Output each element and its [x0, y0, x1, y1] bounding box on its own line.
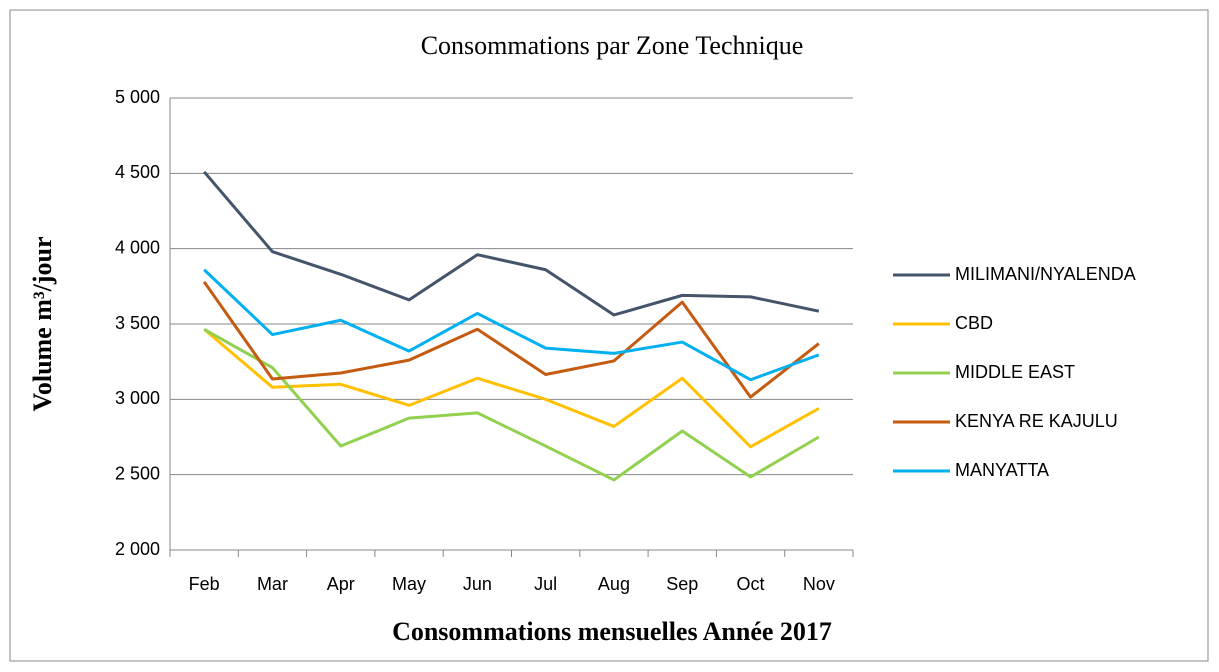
x-axis-label: Consommations mensuelles Année 2017 [392, 617, 832, 646]
x-tick-label: Feb [189, 574, 220, 594]
chart-title: Consommations par Zone Technique [421, 31, 804, 60]
x-tick-label: Nov [803, 574, 835, 594]
series-line [203, 268, 820, 382]
series-line [202, 280, 820, 399]
series-line [203, 327, 820, 482]
x-tick-label: Sep [666, 574, 698, 594]
legend-label: MANYATTA [955, 460, 1049, 480]
y-tick-label: 5 000 [115, 87, 160, 107]
legend-label: MIDDLE EAST [955, 362, 1075, 382]
y-tick-label: 2 500 [115, 463, 160, 483]
x-tick-label: May [392, 574, 426, 594]
x-tick-label: Oct [737, 574, 765, 594]
legend-label: KENYA RE KAJULU [955, 411, 1118, 431]
x-tick-label: Jun [463, 574, 492, 594]
y-tick-label: 2 000 [115, 539, 160, 559]
chart-frame [9, 9, 1209, 662]
y-tick-label: 3 500 [115, 313, 160, 333]
y-axis-label: Volume m³/jour [28, 236, 57, 411]
x-tick-label: Jul [534, 574, 557, 594]
y-tick-label: 3 000 [115, 388, 160, 408]
x-tick-label: Mar [257, 574, 288, 594]
series-line [203, 170, 820, 317]
x-tick-label: Apr [327, 574, 355, 594]
x-tick-label: Aug [598, 574, 630, 594]
y-tick-label: 4 500 [115, 162, 160, 182]
y-tick-label: 4 000 [115, 237, 160, 257]
legend-label: CBD [955, 313, 993, 333]
legend-label: MILIMANI/NYALENDA [955, 264, 1136, 284]
series-line [203, 328, 820, 449]
